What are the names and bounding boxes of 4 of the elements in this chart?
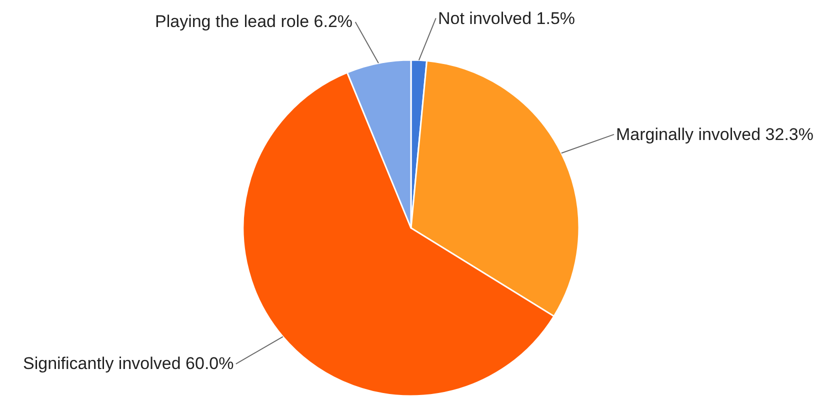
- slice-label: Playing the lead role 6.2%: [155, 12, 353, 31]
- slice-label: Not involved 1.5%: [438, 9, 576, 28]
- slice-label: Significantly involved 60.0%: [23, 354, 234, 373]
- slice-label: Marginally involved 32.3%: [616, 125, 814, 144]
